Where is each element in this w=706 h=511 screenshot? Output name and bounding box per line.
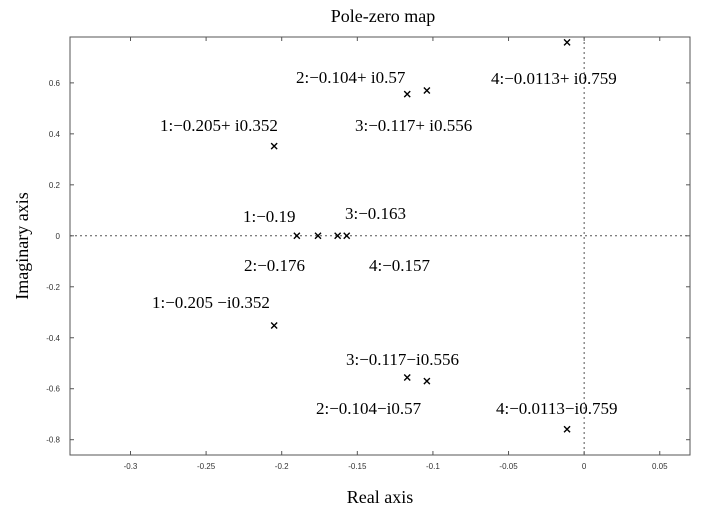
pole-annotation-label: 4:−0.157 (369, 256, 431, 275)
x-tick-label: -0.1 (426, 462, 440, 471)
y-tick-label: 0 (56, 232, 61, 241)
pole-x-marker (270, 322, 278, 330)
y-axis-label: Imaginary axis (12, 192, 32, 299)
pole-x-mark-stroke (403, 90, 411, 98)
y-tick-label: -0.8 (46, 436, 60, 445)
pole-x-mark-stroke (314, 232, 322, 240)
pole-annotation-label: 2:−0.104−i0.57 (316, 399, 422, 418)
pole-x-marker (270, 142, 278, 150)
x-tick-label: -0.2 (275, 462, 289, 471)
x-tick-label: -0.3 (124, 462, 138, 471)
pole-x-marker (563, 38, 571, 46)
pole-x-marker (334, 232, 342, 240)
pole-annotation-label: 2:−0.104+ i0.57 (296, 68, 406, 87)
pole-x-mark-stroke (423, 377, 431, 385)
y-tick-label: -0.4 (46, 334, 60, 343)
pole-annotation-label: 1:−0.205+ i0.352 (160, 116, 278, 135)
pole-x-marker (423, 87, 431, 95)
pole-annotation-label: 1:−0.19 (243, 207, 296, 226)
pole-x-mark-stroke (334, 232, 342, 240)
pole-x-marker (293, 232, 301, 240)
pole-x-marker (563, 425, 571, 433)
plot-area-frame (69, 36, 691, 456)
x-tick-label: -0.05 (499, 462, 518, 471)
x-axis-ticks: -0.3 -0.25 -0.2 -0.15 -0.1 -0.05 0 0.05 (124, 37, 668, 471)
x-tick-label: -0.15 (348, 462, 367, 471)
pole-annotation-label: 3:−0.117+ i0.556 (355, 116, 472, 135)
pole-x-marker (314, 232, 322, 240)
pole-x-mark-stroke (423, 87, 431, 95)
pole-x-marker (343, 232, 351, 240)
chart-title: Pole-zero map (331, 6, 435, 26)
pole-x-marker (403, 374, 411, 382)
pole-annotations: 1:−0.205+ i0.352 2:−0.104+ i0.57 3:−0.117+… (152, 68, 618, 418)
pole-x-mark-stroke (270, 142, 278, 150)
pole-markers (270, 38, 571, 433)
pole-annotation-label: 3:−0.117−i0.556 (346, 350, 459, 369)
pole-x-mark-stroke (563, 425, 571, 433)
pole-annotation-label: 4:−0.0113+ i0.759 (491, 69, 617, 88)
x-tick-label: 0.05 (652, 462, 668, 471)
y-tick-label: -0.2 (46, 283, 60, 292)
pole-annotation-label: 3:−0.163 (345, 204, 406, 223)
y-tick-label: -0.6 (46, 385, 60, 394)
pole-x-mark-stroke (563, 38, 571, 46)
y-tick-label: 0.2 (49, 181, 61, 190)
zero-reference-lines (70, 37, 690, 455)
pole-annotation-label: 4:−0.0113−i0.759 (496, 399, 618, 418)
pole-annotation-label: 1:−0.205 −i0.352 (152, 293, 270, 312)
pole-x-marker (403, 90, 411, 98)
pole-annotation-label: 2:−0.176 (244, 256, 305, 275)
x-tick-label: -0.25 (197, 462, 216, 471)
pole-x-mark-stroke (270, 322, 278, 330)
pole-x-marker (423, 377, 431, 385)
y-tick-label: 0.6 (49, 79, 61, 88)
y-axis-ticks: -0.8 -0.6 -0.4 -0.2 0 0.2 0.4 0.6 (46, 79, 690, 445)
y-tick-label: 0.4 (49, 130, 61, 139)
x-tick-label: 0 (582, 462, 587, 471)
pole-x-mark-stroke (293, 232, 301, 240)
pole-x-mark-stroke (343, 232, 351, 240)
x-axis-label: Real axis (347, 487, 413, 507)
pole-x-mark-stroke (403, 374, 411, 382)
